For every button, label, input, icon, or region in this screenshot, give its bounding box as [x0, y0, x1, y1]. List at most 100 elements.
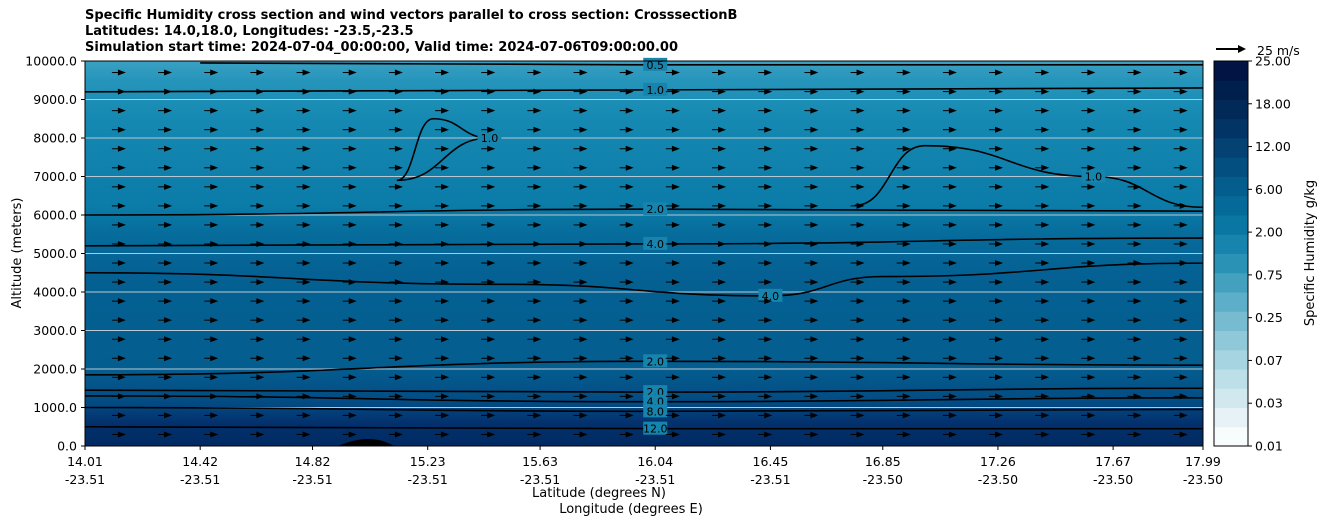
contour-label-bg — [643, 202, 668, 216]
wind-vector — [758, 240, 773, 247]
wind-vector — [1081, 317, 1096, 324]
wind-vector — [850, 107, 865, 114]
wind-vector — [388, 431, 403, 438]
wind-vector — [481, 145, 496, 152]
wind-vector — [896, 393, 911, 400]
wind-vector — [158, 126, 173, 133]
wind-vector — [942, 221, 957, 228]
wind-vector — [158, 279, 173, 286]
wind-vector — [342, 431, 357, 438]
colorbar-tick-label: 0.25 — [1255, 310, 1283, 325]
wind-vector — [481, 355, 496, 362]
x-tick-label-latitude: 16.85 — [865, 454, 901, 469]
wind-vector — [942, 431, 957, 438]
wind-vector — [435, 69, 450, 76]
wind-vector — [619, 317, 634, 324]
wind-vector — [435, 317, 450, 324]
wind-vector — [619, 431, 634, 438]
wind-vector — [850, 88, 865, 95]
wind-vector — [850, 298, 865, 305]
wind-vector — [250, 221, 265, 228]
wind-vector — [1081, 221, 1096, 228]
wind-vector — [1173, 107, 1188, 114]
wind-vector — [1127, 183, 1142, 190]
wind-vector — [481, 260, 496, 267]
wind-vector — [111, 298, 126, 305]
wind-vector — [158, 183, 173, 190]
wind-vector — [158, 260, 173, 267]
wind-vector — [804, 164, 819, 171]
wind-vector — [804, 279, 819, 286]
wind-vector — [942, 260, 957, 267]
wind-vector — [665, 298, 680, 305]
wind-vector — [158, 69, 173, 76]
wind-vector — [342, 202, 357, 209]
wind-vector — [850, 126, 865, 133]
wind-vector — [204, 336, 219, 343]
wind-vector — [1081, 412, 1096, 419]
wind-vector — [1035, 393, 1050, 400]
wind-vector — [296, 183, 311, 190]
wind-vector — [481, 336, 496, 343]
wind-vector — [1035, 221, 1050, 228]
wind-vector — [665, 202, 680, 209]
wind-vector — [619, 393, 634, 400]
wind-vector — [896, 164, 911, 171]
wind-vector — [435, 393, 450, 400]
wind-vector — [1035, 88, 1050, 95]
contour-label: 1.0 — [646, 84, 664, 97]
wind-vector — [388, 279, 403, 286]
wind-vector — [619, 126, 634, 133]
wind-vector — [942, 164, 957, 171]
wind-vector — [804, 298, 819, 305]
wind-vector — [204, 126, 219, 133]
wind-vector — [804, 317, 819, 324]
wind-vector — [296, 126, 311, 133]
title-line-1: Specific Humidity cross section and wind… — [85, 8, 738, 23]
wind-vector — [989, 69, 1004, 76]
wind-vector — [527, 355, 542, 362]
wind-vector — [1035, 164, 1050, 171]
wind-vector — [1081, 260, 1096, 267]
x-tick-label-longitude: -23.51 — [520, 472, 560, 487]
wind-vector — [250, 260, 265, 267]
wind-vector — [1127, 260, 1142, 267]
wind-vector — [712, 317, 727, 324]
plot-area: 0.51.02.04.04.02.02.04.08.012.01.01.0 — [84, 57, 1204, 447]
wind-vector — [850, 374, 865, 381]
wind-vector — [758, 374, 773, 381]
wind-vector — [573, 355, 588, 362]
wind-vector — [712, 412, 727, 419]
wind-vector — [712, 240, 727, 247]
wind-vector — [665, 126, 680, 133]
wind-vector — [1035, 317, 1050, 324]
x-tick-label-latitude: 17.26 — [980, 454, 1016, 469]
wind-vector — [158, 412, 173, 419]
wind-vector — [1173, 202, 1188, 209]
wind-vector — [250, 298, 265, 305]
wind-vector — [111, 145, 126, 152]
x-tick-label-latitude: 15.63 — [522, 454, 558, 469]
colorbar-swatch — [1214, 99, 1248, 120]
wind-vector — [342, 374, 357, 381]
wind-vector — [1035, 260, 1050, 267]
wind-vector — [250, 126, 265, 133]
wind-vector — [388, 202, 403, 209]
wind-vector — [804, 374, 819, 381]
wind-vector — [527, 431, 542, 438]
wind-vector — [804, 431, 819, 438]
wind-vector — [388, 126, 403, 133]
wind-vector — [1173, 260, 1188, 267]
wind-vector — [989, 317, 1004, 324]
colorbar-swatch — [1214, 292, 1248, 312]
wind-vector — [204, 145, 219, 152]
wind-vector — [435, 336, 450, 343]
wind-vector — [1127, 202, 1142, 209]
wind-vector — [158, 336, 173, 343]
wind-vector — [619, 69, 634, 76]
wind-vector — [435, 240, 450, 247]
wind-vector — [758, 221, 773, 228]
wind-vector — [665, 221, 680, 228]
wind-vector — [1173, 298, 1188, 305]
wind-vector — [296, 431, 311, 438]
